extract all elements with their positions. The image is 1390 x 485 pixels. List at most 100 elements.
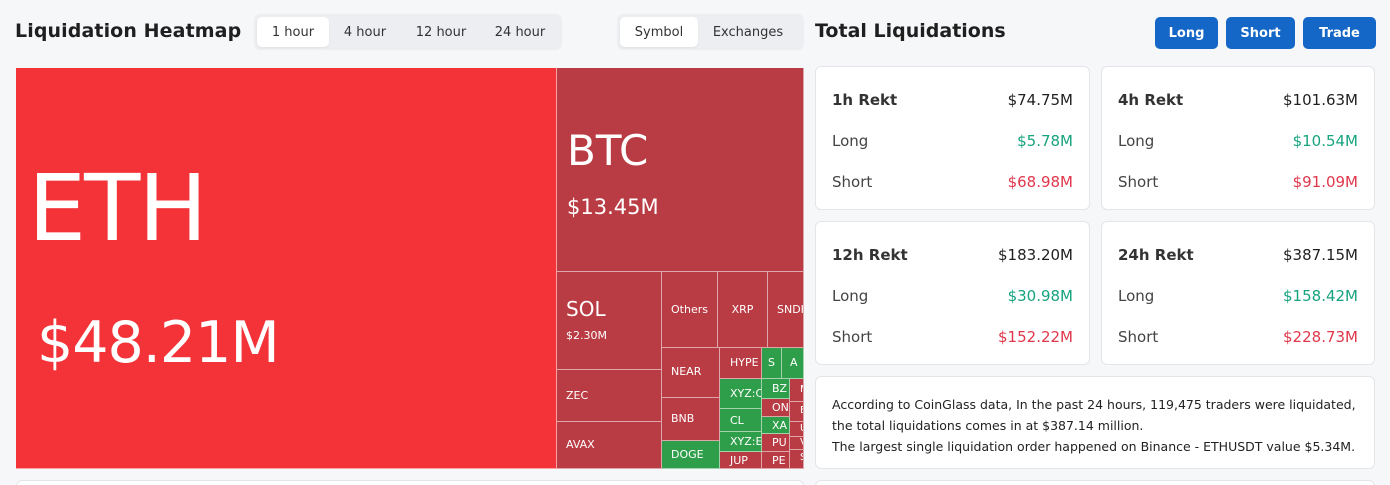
card-12h-total: $183.20M: [998, 246, 1073, 264]
tile-e-label: E: [800, 405, 803, 416]
tile-sndk[interactable]: SNDK: [768, 272, 804, 348]
card-24h-long: $158.42M: [1283, 287, 1358, 305]
tile-s2-label: S: [800, 452, 803, 463]
card-4h-total: $101.63M: [1283, 91, 1358, 109]
tile-xyz-c-label: XYZ:C: [730, 387, 762, 400]
summary-text: According to CoinGlass data, In the past…: [832, 397, 1356, 433]
tab-24-hour[interactable]: 24 hour: [494, 24, 546, 40]
tile-hype-label: HYPE: [730, 356, 759, 369]
long-button[interactable]: Long: [1155, 17, 1218, 49]
tile-on-label: ON: [772, 401, 789, 414]
tile-xa-label: XA: [772, 419, 788, 432]
card-1h-rekt: 1h Rekt $74.75M Long $5.78M Short $68.98M: [815, 66, 1090, 210]
card-12h-rekt: 12h Rekt $183.20M Long $30.98M Short $152.2…: [815, 221, 1090, 365]
tile-hype[interactable]: HYPE: [720, 348, 762, 379]
card-12h-long: $30.98M: [1007, 287, 1073, 305]
tile-eth-symbol: ETH: [28, 155, 208, 262]
tile-m[interactable]: M: [790, 379, 804, 402]
largest-order-text: The largest single liquidation order hap…: [832, 439, 1356, 454]
tile-sol[interactable]: SOL $2.30M: [557, 272, 662, 370]
card-12h-label: 12h Rekt: [832, 246, 908, 264]
card-1h-label: 1h Rekt: [832, 91, 898, 109]
tile-s2[interactable]: S: [790, 450, 804, 469]
card-24h-rekt: 24h Rekt $387.15M Long $158.42M Short $228.…: [1101, 221, 1375, 365]
tile-xrp[interactable]: XRP: [718, 272, 768, 348]
tile-others-label: Others: [671, 303, 708, 316]
trade-button[interactable]: Trade: [1303, 17, 1376, 49]
card-1h-short-label: Short: [832, 173, 873, 191]
liquidation-summary: According to CoinGlass data, In the past…: [815, 376, 1375, 469]
tile-btc-symbol: BTC: [567, 126, 649, 175]
card-4h-long-label: Long: [1118, 132, 1155, 150]
tile-pu[interactable]: PU: [762, 434, 790, 452]
tab-symbol[interactable]: Symbol: [620, 17, 698, 47]
tab-exchanges[interactable]: Exchanges: [712, 24, 784, 40]
tile-xa[interactable]: XA: [762, 417, 790, 434]
tile-a[interactable]: A: [782, 348, 804, 379]
tile-e[interactable]: E: [790, 402, 804, 422]
tile-xyz-e-label: XYZ:E: [730, 435, 762, 448]
card-4h-short: $91.09M: [1292, 173, 1358, 191]
tile-jup[interactable]: JUP: [720, 452, 762, 469]
tile-sol-value: $2.30M: [566, 329, 607, 342]
card-4h-short-label: Short: [1118, 173, 1159, 191]
tile-zec[interactable]: ZEC: [557, 370, 662, 422]
tile-v[interactable]: V: [790, 437, 804, 450]
total-liquidations-title: Total Liquidations: [815, 20, 1006, 42]
tile-avax[interactable]: AVAX: [557, 422, 662, 469]
card-24h-long-label: Long: [1118, 287, 1155, 305]
tile-doge-label: DOGE: [671, 448, 704, 461]
tile-jup-label: JUP: [730, 454, 748, 467]
short-button[interactable]: Short: [1226, 17, 1295, 49]
tile-cl-label: CL: [730, 414, 744, 427]
card-4h-rekt: 4h Rekt $101.63M Long $10.54M Short $91.09M: [1101, 66, 1375, 210]
card-24h-label: 24h Rekt: [1118, 246, 1194, 264]
tile-pe[interactable]: PE: [762, 452, 790, 469]
tab-1-hour[interactable]: 1 hour: [257, 17, 329, 47]
tile-pe-label: PE: [772, 454, 786, 467]
tile-sndk-label: SNDK: [777, 303, 803, 316]
tile-on[interactable]: ON: [762, 399, 790, 417]
tile-doge[interactable]: DOGE: [662, 441, 720, 469]
tile-eth-value: $48.21M: [37, 310, 280, 376]
tile-others[interactable]: Others: [662, 272, 718, 348]
card-12h-short: $152.22M: [998, 328, 1073, 346]
card-12h-long-label: Long: [832, 287, 869, 305]
card-24h-short: $228.73M: [1283, 328, 1358, 346]
tile-bz-label: BZ: [772, 382, 788, 395]
tile-u[interactable]: U: [790, 422, 804, 437]
tile-a-label: A: [790, 356, 798, 369]
tile-sol-symbol: SOL: [566, 297, 606, 321]
tile-zec-label: ZEC: [566, 389, 589, 402]
tile-xyz-c[interactable]: XYZ:C: [720, 379, 762, 409]
card-1h-long: $5.78M: [1017, 132, 1073, 150]
card-24h-total: $387.15M: [1283, 246, 1358, 264]
tile-xyz-e[interactable]: XYZ:E: [720, 432, 762, 452]
tab-12-hour[interactable]: 12 hour: [415, 24, 467, 40]
tile-cl[interactable]: CL: [720, 409, 762, 432]
next-panel-edge: [16, 480, 804, 485]
tile-bnb[interactable]: BNB: [662, 398, 720, 441]
card-4h-label: 4h Rekt: [1118, 91, 1184, 109]
liquidation-heatmap: ETH $48.21M BTC $13.45M SOL $2.30M Other…: [16, 68, 804, 469]
tile-near[interactable]: NEAR: [662, 348, 720, 398]
next-card-edge: [815, 480, 1375, 485]
tile-s-label: S: [768, 356, 775, 369]
heatmap-title: Liquidation Heatmap: [15, 20, 242, 42]
tile-near-label: NEAR: [671, 365, 702, 378]
card-4h-long: $10.54M: [1292, 132, 1358, 150]
tile-eth[interactable]: ETH $48.21M: [16, 68, 557, 469]
tab-4-hour[interactable]: 4 hour: [343, 24, 387, 40]
card-1h-long-label: Long: [832, 132, 869, 150]
tile-bz[interactable]: BZ: [762, 379, 790, 399]
card-1h-total: $74.75M: [1007, 91, 1073, 109]
group-mode-tabs: Symbol Exchanges: [617, 14, 804, 50]
tile-bnb-label: BNB: [671, 412, 695, 425]
card-1h-short: $68.98M: [1007, 173, 1073, 191]
tile-s[interactable]: S: [762, 348, 782, 379]
tile-btc[interactable]: BTC $13.45M: [557, 68, 804, 272]
tile-u-label: U: [800, 423, 803, 434]
card-12h-short-label: Short: [832, 328, 873, 346]
tile-pu-label: PU: [772, 436, 787, 449]
tile-btc-value: $13.45M: [567, 195, 659, 219]
